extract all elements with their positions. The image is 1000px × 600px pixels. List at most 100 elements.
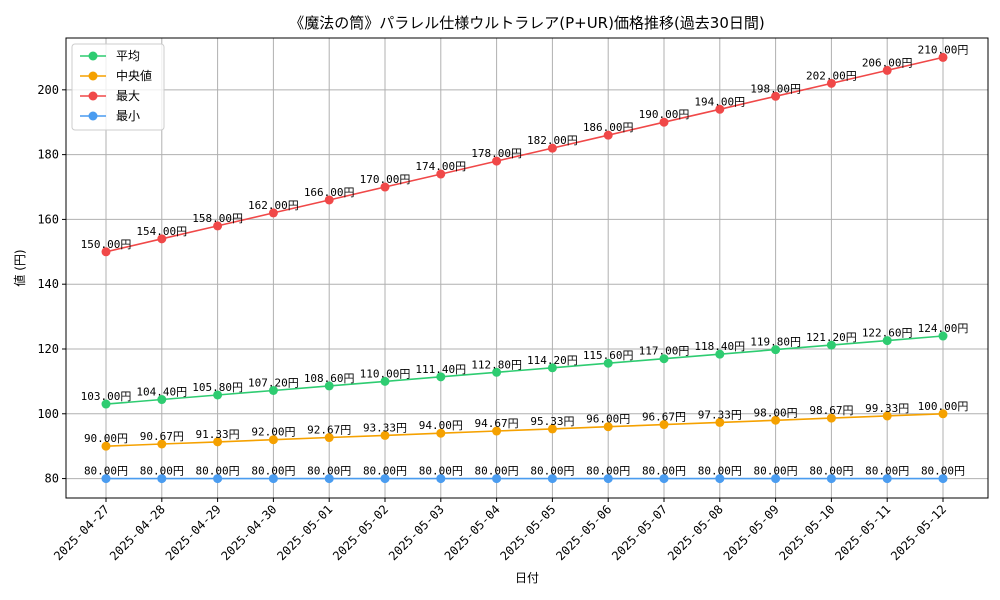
x-tick-label: 2025-05-04 (442, 502, 503, 563)
x-tick-label: 2025-05-02 (330, 502, 391, 563)
data-point (380, 474, 390, 484)
data-label: 190.00円 (639, 108, 690, 121)
data-point (380, 182, 390, 192)
data-label: 80.00円 (865, 465, 909, 478)
y-tick-label: 180 (37, 148, 59, 162)
x-tick-label: 2025-04-29 (163, 502, 224, 563)
data-label: 117.00円 (639, 345, 690, 358)
x-axis-label: 日付 (515, 571, 539, 585)
data-label: 92.67円 (307, 424, 351, 437)
legend-label: 中央値 (116, 68, 152, 83)
data-label: 80.00円 (754, 465, 798, 478)
data-point (157, 474, 167, 484)
data-point (492, 474, 502, 484)
data-label: 178.00円 (471, 147, 522, 160)
data-label: 80.00円 (140, 465, 184, 478)
data-point (268, 208, 278, 218)
data-label: 119.80円 (750, 336, 801, 349)
data-label: 206.00円 (862, 56, 913, 69)
data-label: 96.00円 (586, 413, 630, 426)
data-label: 170.00円 (360, 173, 411, 186)
x-tick-label: 2025-05-07 (609, 502, 670, 563)
data-label: 124.00円 (918, 322, 969, 335)
data-point (938, 474, 948, 484)
legend-box (71, 43, 165, 131)
data-label: 118.40円 (694, 340, 745, 353)
data-label: 158.00円 (192, 212, 243, 225)
data-point (380, 376, 390, 386)
y-axis-label: 値 (円) (12, 249, 27, 286)
data-point (324, 433, 334, 443)
x-tick-label: 2025-04-28 (107, 502, 168, 563)
data-point (826, 413, 836, 423)
data-point (826, 340, 836, 350)
data-point (492, 367, 502, 377)
data-point (213, 390, 223, 400)
data-point (659, 420, 669, 430)
legend-swatch-marker (88, 91, 98, 101)
data-label: 98.00円 (754, 406, 798, 419)
data-labels: 103.00円 104.40円 105.80円 107.20円 108.60円 110.0… (81, 43, 969, 477)
data-point (659, 354, 669, 364)
data-label: 96.67円 (642, 411, 686, 424)
data-label: 150.00円 (81, 238, 132, 251)
data-point (380, 430, 390, 440)
data-point (213, 437, 223, 447)
data-point (101, 247, 111, 257)
data-label: 90.00円 (84, 432, 128, 445)
data-label: 162.00円 (248, 199, 299, 212)
data-point (268, 474, 278, 484)
data-label: 114.20円 (527, 354, 578, 367)
data-point (938, 409, 948, 419)
data-point (547, 143, 557, 153)
data-point (436, 372, 446, 382)
x-tick-label: 2025-05-06 (553, 502, 614, 563)
data-label: 104.40円 (136, 386, 187, 399)
series-line (105, 335, 944, 405)
data-point (268, 435, 278, 445)
x-tick-label: 2025-04-27 (51, 502, 112, 563)
data-point (547, 363, 557, 373)
data-label: 110.00円 (360, 367, 411, 380)
data-point (436, 428, 446, 438)
data-label: 93.33円 (363, 421, 407, 434)
data-point (771, 91, 781, 101)
data-label: 121.20円 (806, 331, 857, 344)
chart-title: 《魔法の筒》パラレル仕様ウルトラレア(P+UR)価格推移(過去30日間) (289, 14, 765, 32)
data-label: 198.00円 (750, 82, 801, 95)
data-point (715, 417, 725, 427)
data-point (101, 441, 111, 451)
data-label: 97.33円 (698, 408, 742, 421)
data-label: 111.40円 (415, 363, 466, 376)
data-point (157, 439, 167, 449)
x-tick-label: 2025-05-10 (777, 502, 838, 563)
y-tick-label: 160 (37, 212, 59, 226)
grid (66, 38, 988, 498)
data-point (603, 358, 613, 368)
data-label: 91.33円 (196, 428, 240, 441)
data-label: 80.00円 (196, 465, 240, 478)
data-label: 92.00円 (251, 426, 295, 439)
data-point (882, 411, 892, 421)
data-point (268, 385, 278, 395)
data-label: 210.00円 (918, 43, 969, 56)
data-label: 80.00円 (921, 465, 965, 478)
data-label: 90.67円 (140, 430, 184, 443)
data-point (547, 474, 557, 484)
plot-frame (65, 37, 989, 499)
data-label: 80.00円 (809, 465, 853, 478)
data-label: 115.60円 (583, 349, 634, 362)
data-point (882, 336, 892, 346)
x-tick-label: 2025-05-05 (498, 502, 559, 563)
series-line (105, 56, 944, 253)
data-label: 105.80円 (192, 381, 243, 394)
data-point (715, 474, 725, 484)
data-point (603, 422, 613, 432)
x-tick-label: 2025-05-08 (665, 502, 726, 563)
data-label: 174.00円 (415, 160, 466, 173)
data-point (436, 169, 446, 179)
data-label: 108.60円 (304, 372, 355, 385)
data-point (826, 78, 836, 88)
series-line (105, 413, 944, 447)
